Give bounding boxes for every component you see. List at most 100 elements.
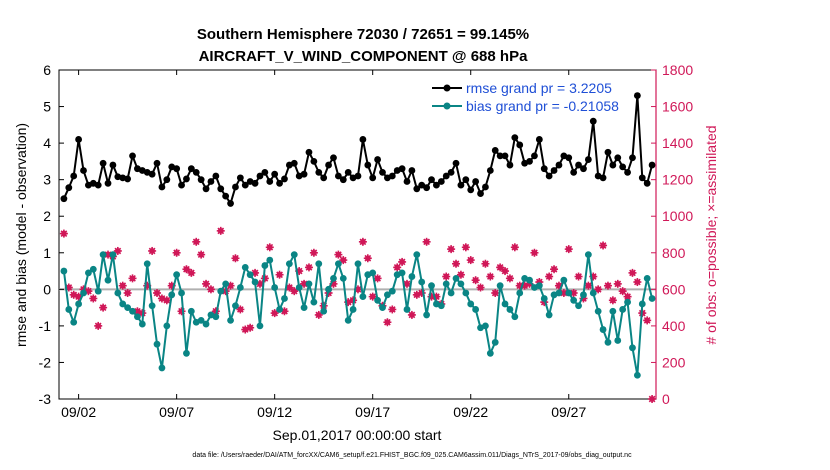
- obs-count-point: [603, 281, 612, 290]
- left-tick-label: -3: [39, 391, 52, 407]
- bias-point: [452, 274, 460, 282]
- obs-count-point: [236, 305, 245, 314]
- x-tick-label: 09/07: [159, 404, 194, 420]
- bias-point: [511, 313, 519, 321]
- bias-point: [197, 317, 205, 324]
- obs-count-point: [628, 268, 637, 277]
- bias-point: [295, 284, 303, 291]
- rmse-point: [99, 159, 107, 167]
- obs-count-point: [94, 321, 103, 330]
- obs-count-point: [505, 274, 514, 283]
- rmse-point: [629, 154, 636, 162]
- rmse-point: [447, 168, 455, 176]
- rmse-point: [428, 176, 435, 184]
- bias-point: [168, 291, 176, 299]
- bias-point: [138, 320, 146, 328]
- obs-count-point: [172, 248, 181, 257]
- rmse-point: [276, 179, 283, 187]
- bias-point: [153, 340, 161, 348]
- rmse-point: [178, 181, 185, 189]
- obs-count-point: [363, 254, 372, 263]
- left-tick-label: -2: [39, 354, 52, 370]
- bias-point: [540, 295, 548, 302]
- rmse-point: [516, 141, 524, 149]
- right-tick-label: 1600: [662, 99, 693, 115]
- obs-count-point: [89, 294, 98, 303]
- right-axis-label: # of obs: o=possible; ×=assimilated: [703, 125, 719, 344]
- bias-point: [227, 317, 234, 324]
- rmse-point: [315, 168, 323, 176]
- x-axis-ticks: 09/02 09/07 09/12 09/17 09/22 09/27: [61, 70, 586, 420]
- bias-point: [109, 251, 117, 259]
- bias-point: [290, 251, 298, 259]
- bias-point: [261, 262, 269, 269]
- bias-point: [638, 300, 646, 308]
- obs-count-point: [530, 248, 539, 257]
- bias-point: [570, 296, 578, 304]
- bias-point: [85, 269, 92, 277]
- rmse-point: [633, 92, 641, 99]
- bias-point: [94, 287, 102, 295]
- rmse-point: [354, 172, 362, 180]
- obs-count-point: [510, 243, 519, 252]
- bias-point: [99, 251, 107, 259]
- obs-count-point: [99, 303, 108, 312]
- bias-point: [202, 320, 210, 328]
- obs-count-point: [393, 263, 402, 272]
- x-axis-label: Sep.01,2017 00:00:00 start: [273, 427, 442, 443]
- bias-point: [408, 273, 416, 280]
- rmse-point: [334, 172, 342, 180]
- obs-count-point: [290, 287, 299, 296]
- bias-point: [325, 285, 332, 293]
- rmse-point: [212, 172, 220, 180]
- rmse-point: [462, 176, 470, 184]
- rmse-point: [183, 175, 190, 183]
- obs-count-point: [643, 316, 652, 325]
- right-tick-label: 1400: [662, 135, 693, 151]
- rmse-point: [379, 168, 386, 176]
- rmse-point: [467, 186, 475, 194]
- right-tick-label: 1200: [662, 172, 693, 188]
- bias-point: [124, 304, 132, 312]
- rmse-point: [222, 192, 230, 200]
- rmse-point: [457, 181, 465, 189]
- bias-point: [604, 338, 612, 346]
- obs-count-point: [353, 285, 362, 294]
- bias-point: [526, 276, 533, 284]
- rmse-point: [261, 168, 269, 176]
- rmse-point: [80, 167, 87, 174]
- obs-count-point: [608, 296, 617, 305]
- obs-count-point: [334, 250, 343, 259]
- rmse-point: [555, 161, 563, 169]
- rmse-point: [604, 148, 612, 156]
- bias-point: [232, 302, 239, 310]
- left-tick-label: 6: [43, 62, 51, 78]
- left-tick-label: -1: [39, 318, 52, 334]
- obs-count-point: [599, 241, 608, 250]
- rmse-point: [173, 165, 181, 173]
- rmse-point: [589, 117, 597, 125]
- rmse-point: [398, 165, 406, 173]
- bias-point: [89, 265, 97, 273]
- obs-count-point: [594, 285, 603, 294]
- obs-count-point: [476, 283, 485, 292]
- obs-count-point: [373, 274, 382, 283]
- rmse-series: [60, 92, 656, 207]
- rmse-point: [491, 147, 499, 154]
- rmse-point: [526, 157, 533, 165]
- rmse-point: [648, 161, 656, 169]
- obs-count-point: [383, 318, 392, 327]
- obs-count-point: [123, 288, 132, 297]
- obs-count-point: [422, 237, 431, 246]
- obs-count-point: [265, 243, 274, 252]
- x-tick-label: 09/27: [551, 404, 586, 420]
- obs-count-point: [452, 259, 461, 268]
- bias-point: [212, 313, 220, 321]
- bias-point: [506, 306, 514, 313]
- bias-point: [320, 307, 328, 315]
- legend-bias-marker: [443, 102, 451, 110]
- obs-count-point: [113, 246, 122, 255]
- left-tick-label: 3: [43, 172, 51, 188]
- rmse-point: [148, 170, 156, 178]
